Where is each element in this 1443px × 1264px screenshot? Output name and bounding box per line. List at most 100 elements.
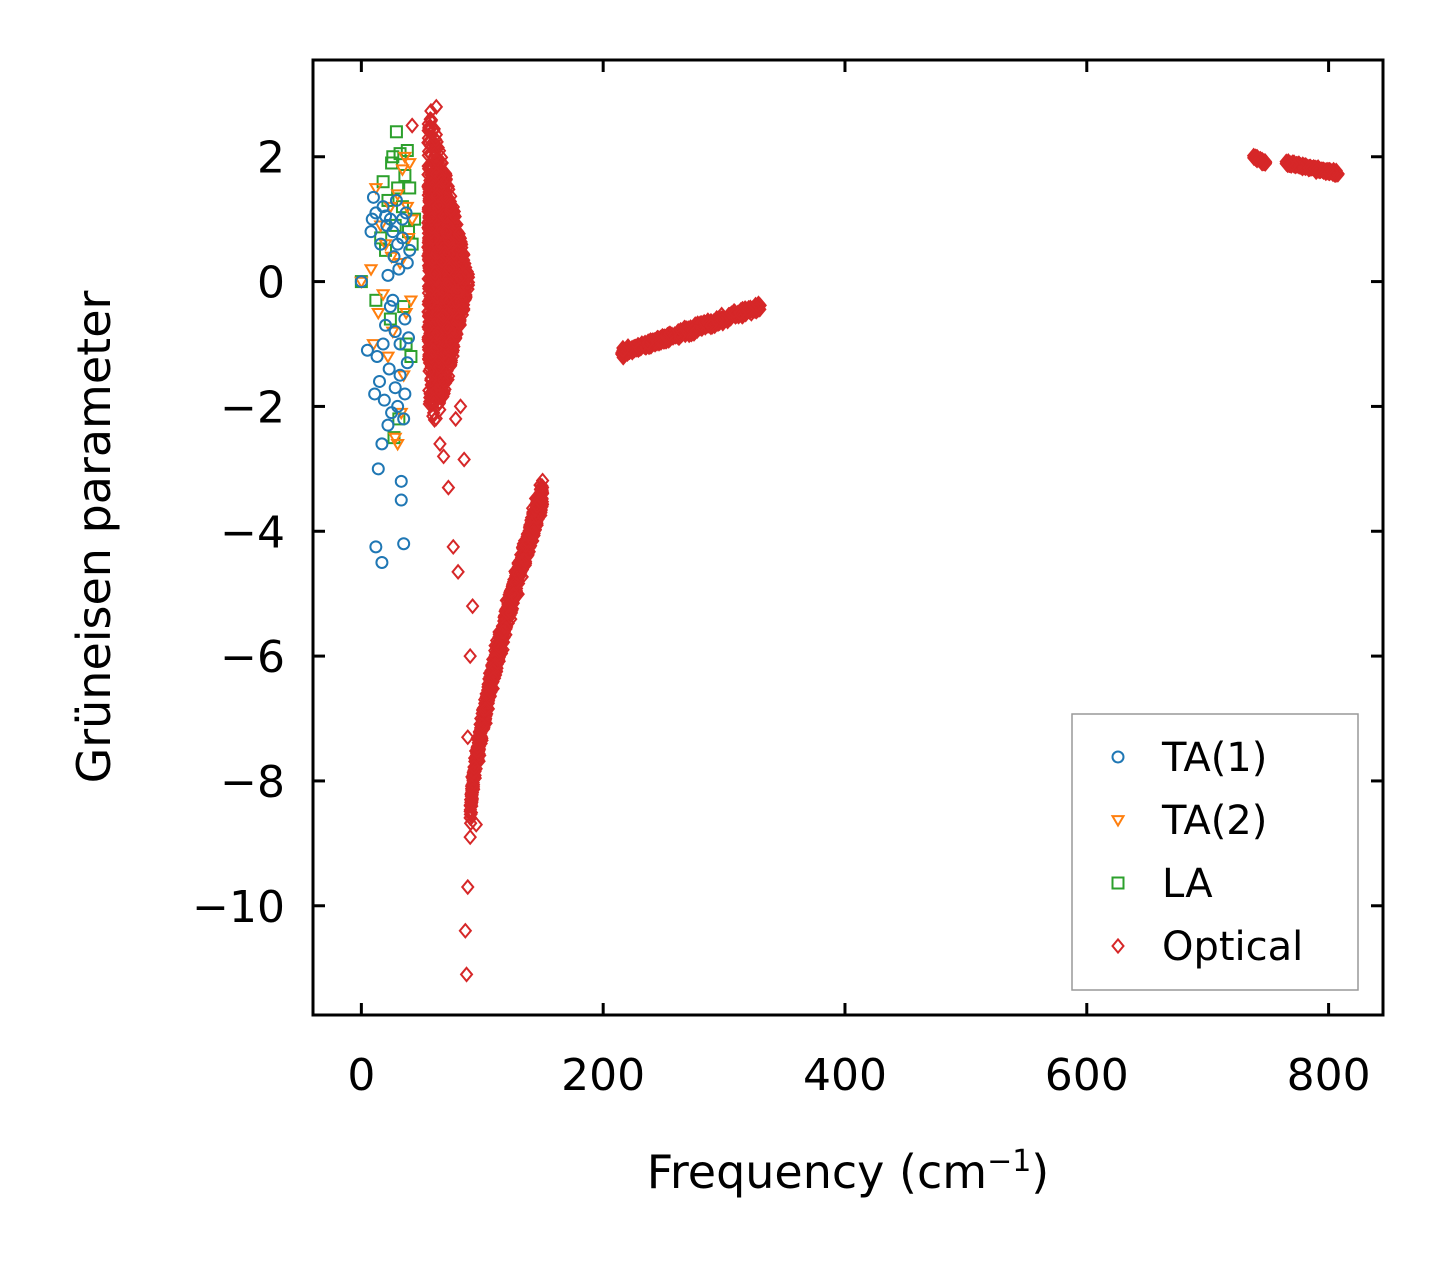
point-ta1 (374, 237, 388, 251)
legend-label: LA (1162, 861, 1213, 907)
point-ta1 (389, 193, 403, 207)
point-optical (441, 353, 455, 370)
point-optical (443, 322, 458, 340)
point-ta2 (403, 295, 419, 308)
point-optical (503, 596, 518, 614)
point-optical (459, 966, 474, 983)
point-ta2 (395, 164, 410, 177)
point-optical (421, 115, 436, 133)
point-optical (428, 131, 443, 148)
legend-entry: LA (1111, 861, 1213, 907)
point-ta1 (392, 262, 406, 276)
legend-entry: TA(1) (1111, 735, 1267, 781)
point-optical (711, 311, 725, 328)
legend-frame (1071, 713, 1359, 991)
point-optical (436, 448, 451, 465)
point-ta1 (354, 275, 368, 289)
point-ta1 (368, 387, 382, 401)
point-optical (641, 334, 655, 352)
point-optical (447, 245, 461, 262)
point-optical (424, 371, 438, 389)
point-optical (451, 563, 465, 580)
point-optical (442, 196, 457, 214)
point-optical (424, 102, 438, 120)
point-optical (427, 411, 442, 428)
point-optical (439, 223, 453, 241)
point-la (389, 125, 403, 139)
point-ta1 (379, 318, 393, 332)
point-optical (492, 637, 506, 655)
point-optical (453, 398, 468, 415)
point-optical (439, 292, 454, 309)
point-optical (504, 604, 519, 622)
point-la (386, 150, 400, 164)
point-ta1 (388, 325, 402, 339)
point-optical (1280, 155, 1295, 172)
point-optical (450, 303, 464, 321)
point-optical (1321, 161, 1335, 179)
point-la (369, 293, 383, 307)
point-ta2 (363, 264, 379, 277)
point-optical (425, 219, 439, 236)
point-ta1 (386, 225, 400, 239)
point-ta2 (373, 220, 388, 233)
point-optical (465, 790, 480, 807)
point-optical (463, 828, 477, 846)
point-optical (446, 236, 461, 253)
point-ta1 (391, 237, 405, 251)
point-optical (465, 597, 480, 615)
point-optical (422, 362, 436, 380)
legend-entries: TA(1) TA(2) LA Optical (1110, 735, 1303, 970)
point-optical (501, 597, 515, 615)
legend-label: Optical (1162, 924, 1303, 970)
point-optical (506, 586, 521, 603)
point-optical (442, 260, 457, 277)
legend-marker (1111, 750, 1125, 764)
point-optical (431, 197, 445, 215)
point-optical (443, 333, 458, 350)
point-optical (511, 565, 525, 583)
point-la (399, 337, 413, 351)
point-ta1 (371, 462, 385, 476)
point-optical (740, 301, 755, 319)
point-optical (425, 251, 440, 268)
point-optical (432, 180, 446, 197)
point-optical (673, 327, 687, 345)
point-optical (470, 738, 485, 755)
point-ta1 (360, 343, 374, 357)
point-optical (521, 526, 536, 543)
point-optical (446, 538, 461, 556)
point-ta1 (397, 537, 411, 551)
point-optical (422, 184, 437, 201)
point-optical (530, 497, 545, 515)
y-tick-label: −4 (220, 507, 285, 558)
point-optical (688, 323, 703, 340)
point-optical (653, 333, 668, 350)
point-optical (525, 524, 540, 541)
legend-marker (1110, 815, 1126, 828)
point-optical (535, 477, 549, 495)
point-optical (432, 358, 446, 376)
y-axis-ticks: 2 0 −2 −4 −6 −8 −10 (192, 133, 1383, 933)
point-optical (429, 98, 444, 115)
point-optical (633, 340, 647, 357)
legend-entry: TA(2) (1110, 798, 1267, 844)
point-optical (457, 451, 471, 468)
point-optical (430, 325, 445, 342)
y-tick-label: −6 (220, 632, 285, 683)
point-optical (441, 479, 456, 496)
legend-marker (1111, 937, 1125, 955)
legend-label: TA(1) (1161, 735, 1267, 781)
point-optical (430, 288, 444, 305)
point-ta1 (375, 555, 389, 569)
point-optical (433, 435, 447, 453)
point-optical (452, 303, 467, 321)
point-ta1 (395, 212, 409, 226)
point-optical (424, 348, 439, 365)
point-optical (1252, 151, 1266, 169)
point-optical (466, 770, 480, 787)
point-ta1 (376, 337, 390, 351)
point-optical (517, 551, 532, 569)
point-optical (427, 374, 442, 392)
point-ta2 (354, 276, 369, 290)
